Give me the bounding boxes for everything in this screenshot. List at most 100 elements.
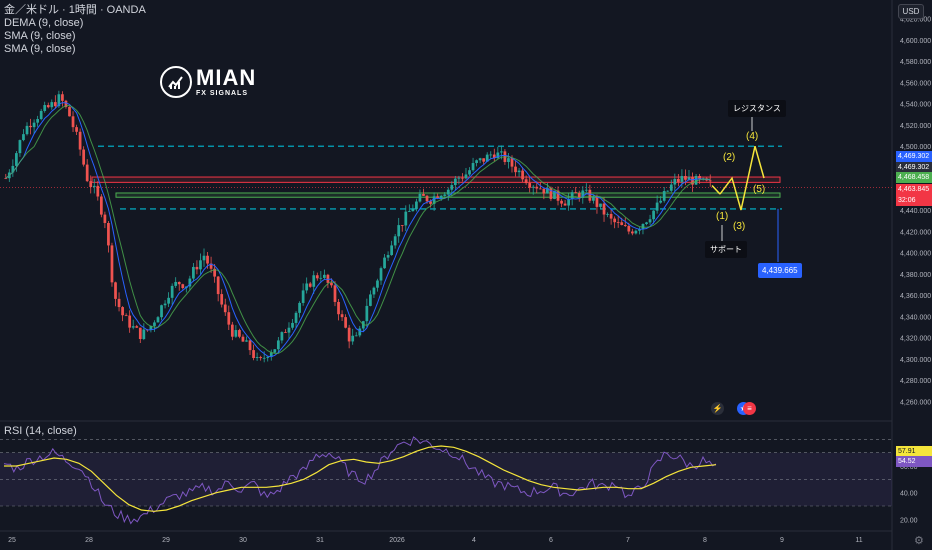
candle-body-187 — [666, 190, 670, 192]
candle-body-120 — [429, 201, 432, 204]
x-tick-label-7: 6 — [549, 537, 553, 544]
candle-body-72 — [259, 357, 263, 359]
candle-body-39 — [142, 329, 146, 340]
candle-body-113 — [404, 211, 408, 226]
candle-body-183 — [652, 210, 655, 220]
candle-body-20 — [75, 127, 78, 132]
candle-body-116 — [415, 201, 418, 210]
symbol-title[interactable]: 金／米ドル · 1時間 · OANDA — [4, 4, 146, 16]
candle-body-163 — [581, 190, 585, 198]
candle-body-35 — [128, 315, 132, 328]
candle-body-36 — [131, 326, 135, 328]
candle-body-107 — [383, 257, 386, 269]
candle-body-41 — [149, 325, 153, 330]
candle-body-32 — [117, 298, 121, 308]
candle-body-77 — [276, 340, 280, 350]
gray-price-badge: 4,469.302 — [896, 162, 932, 173]
candle-body-89 — [319, 277, 323, 279]
sma-legend-1[interactable]: SMA (9, close) — [4, 30, 76, 42]
candle-body-146 — [521, 170, 524, 180]
candle-body-178 — [634, 230, 638, 234]
candle-body-164 — [584, 189, 588, 191]
candle-body-6 — [25, 125, 29, 135]
x-tick-label-5: 2026 — [389, 537, 405, 544]
candle-body-170 — [606, 213, 609, 215]
sma-legend-2[interactable]: SMA (9, close) — [4, 43, 76, 55]
candle-body-180 — [641, 224, 645, 230]
rsi-y-tick-2: 20.00 — [900, 517, 918, 524]
currency-button[interactable]: USD — [898, 4, 924, 19]
candle-body-79 — [284, 332, 287, 333]
candle-body-118 — [422, 193, 425, 196]
candle-body-42 — [153, 322, 156, 326]
candle-body-173 — [616, 222, 620, 223]
candle-body-172 — [613, 218, 617, 223]
wave-5-label: (5) — [753, 184, 766, 195]
dema-line — [5, 102, 711, 358]
candle-body-62 — [223, 304, 227, 313]
candle-body-151 — [538, 188, 542, 190]
candle-body-26 — [96, 185, 100, 197]
candle-body-153 — [546, 187, 549, 194]
x-tick-label-4: 31 — [316, 537, 324, 544]
candle-body-186 — [662, 191, 666, 201]
candle-body-75 — [269, 352, 273, 357]
candle-body-61 — [220, 294, 224, 305]
support-callout[interactable]: サポート — [705, 241, 747, 258]
y-tick-label-16: 4,300.000 — [900, 357, 931, 364]
rsi-ma-line — [4, 445, 717, 512]
candle-body-30 — [110, 245, 114, 283]
candle-body-165 — [588, 189, 592, 201]
candle-body-82 — [294, 312, 298, 323]
x-tick-label-8: 7 — [626, 537, 630, 544]
candle-body-152 — [542, 188, 546, 194]
gear-icon[interactable]: ⚙ — [914, 535, 924, 547]
candle-body-60 — [216, 276, 220, 295]
candle-body-193 — [687, 177, 691, 180]
candle-body-175 — [623, 225, 627, 227]
candle-body-38 — [138, 327, 142, 340]
candle-body-135 — [482, 158, 486, 162]
dema-legend[interactable]: DEMA (9, close) — [4, 17, 84, 29]
y-tick-label-15: 4,320.000 — [900, 336, 931, 343]
candle-body-57 — [206, 255, 209, 264]
x-tick-label-3: 30 — [239, 537, 247, 544]
candle-body-83 — [298, 302, 301, 313]
resistance-callout[interactable]: レジスタンス — [728, 100, 786, 117]
elliott-wave-projection — [719, 146, 765, 211]
candle-body-191 — [680, 176, 684, 182]
candle-body-80 — [287, 327, 291, 333]
candle-body-56 — [202, 255, 206, 261]
candle-body-15 — [57, 94, 61, 107]
candle-body-148 — [528, 183, 532, 188]
candle-body-171 — [609, 213, 613, 219]
candle-body-8 — [32, 122, 36, 128]
candle-body-192 — [684, 176, 687, 180]
candle-body-46 — [167, 297, 170, 304]
candle-body-65 — [234, 330, 238, 337]
x-tick-label-10: 9 — [780, 537, 784, 544]
candle-body-112 — [400, 225, 404, 226]
candle-body-24 — [89, 181, 93, 188]
candle-body-105 — [376, 280, 379, 288]
rsi-legend[interactable]: RSI (14, close) — [4, 425, 77, 437]
candle-body-184 — [655, 202, 659, 211]
candle-body-150 — [535, 186, 539, 189]
flash-event-icon[interactable]: ⚡ — [711, 402, 724, 415]
candle-body-43 — [156, 317, 160, 323]
current-price-badge: 4,463.845 — [896, 184, 932, 195]
candle-body-22 — [82, 149, 86, 165]
candle-countdown: 32:06 — [896, 195, 932, 206]
candle-body-54 — [195, 266, 199, 270]
candle-body-132 — [471, 163, 475, 171]
candle-body-90 — [323, 274, 326, 278]
candle-body-45 — [163, 303, 167, 306]
candle-body-29 — [107, 222, 110, 246]
x-tick-label-6: 4 — [472, 537, 476, 544]
target-price-label[interactable]: 4,439.665 — [758, 263, 802, 278]
us-flag-event-icon-2[interactable]: ≡ — [743, 402, 756, 415]
candle-body-53 — [192, 266, 195, 279]
candle-body-94 — [337, 301, 340, 315]
candle-body-128 — [457, 177, 461, 179]
